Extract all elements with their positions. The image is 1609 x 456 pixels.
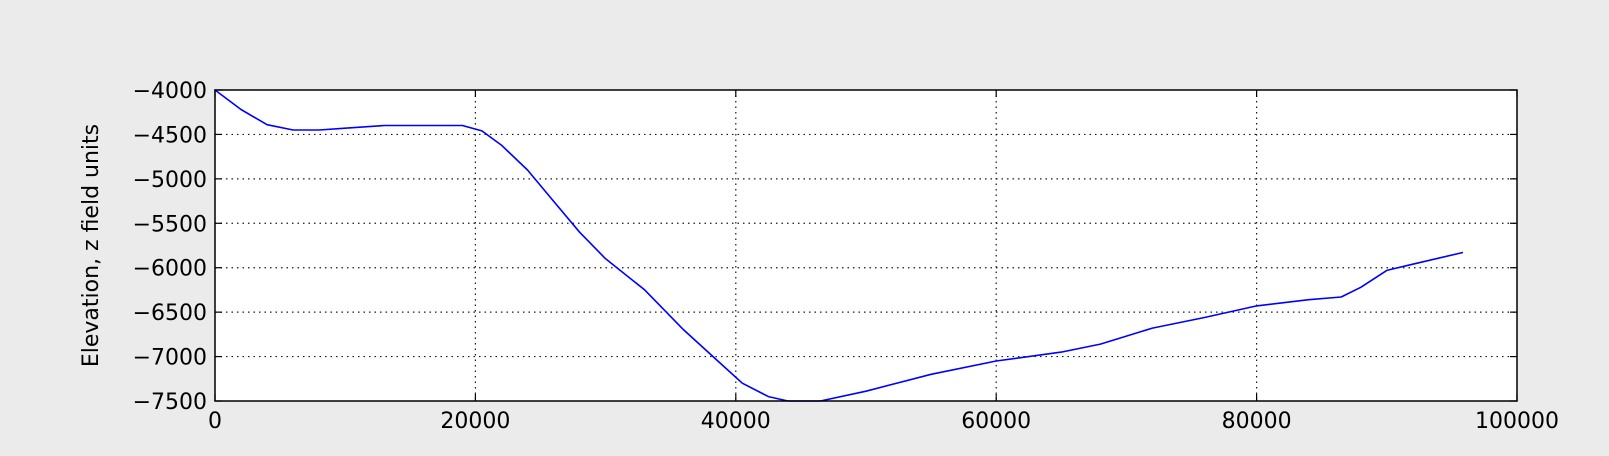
x-tick-label: 60000 bbox=[961, 409, 1031, 434]
x-tick-label: 20000 bbox=[440, 409, 510, 434]
y-axis-label: Elevation, z field units bbox=[79, 124, 104, 367]
grid-lines bbox=[215, 90, 1517, 401]
y-tick-label: −6000 bbox=[133, 257, 207, 282]
plot-area bbox=[215, 90, 1517, 401]
y-tick-label: −7500 bbox=[133, 390, 207, 415]
y-tick-label: −5000 bbox=[133, 168, 207, 193]
y-tick-label: −5500 bbox=[133, 212, 207, 237]
x-tick-labels: 0 20000 40000 60000 80000 100000 bbox=[208, 409, 1559, 434]
x-tick-label: 40000 bbox=[701, 409, 771, 434]
y-tick-label: −7000 bbox=[133, 346, 207, 371]
y-tick-label: −4000 bbox=[133, 79, 207, 104]
x-tick-label: 100000 bbox=[1475, 409, 1559, 434]
y-tick-label: −6500 bbox=[133, 301, 207, 326]
x-tick-label: 0 bbox=[208, 409, 222, 434]
plot-frame bbox=[214, 89, 1518, 402]
y-tick-labels: −4000 −4500 −5000 −5500 −6000 −6500 −7000 −7500 bbox=[133, 79, 207, 415]
series-layer bbox=[214, 89, 1464, 402]
elevation-series-line bbox=[214, 89, 1464, 402]
x-tick-label: 80000 bbox=[1222, 409, 1292, 434]
y-tick-label: −4500 bbox=[133, 123, 207, 148]
